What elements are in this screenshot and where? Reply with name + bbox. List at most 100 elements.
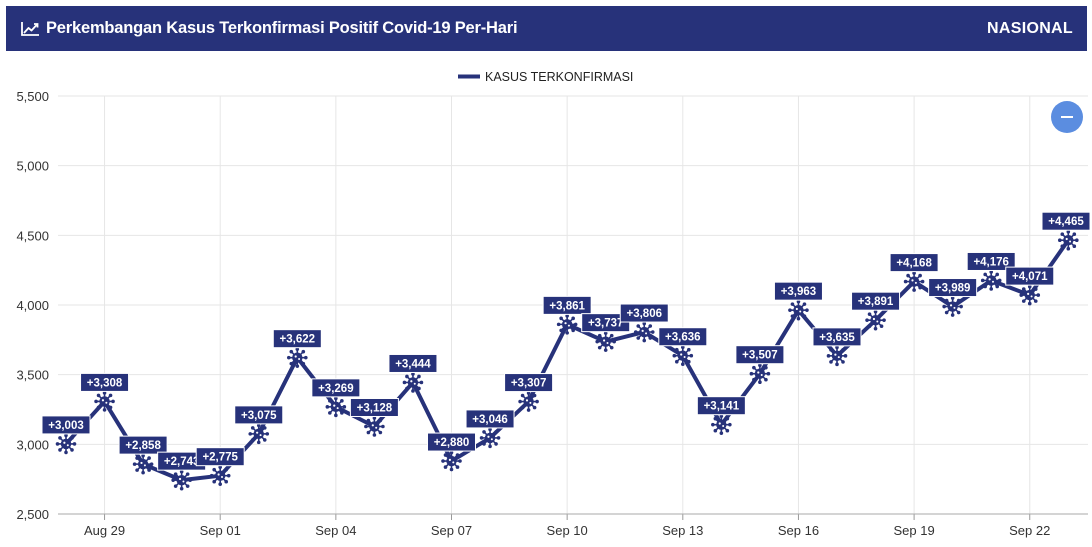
data-label: +3,444: [388, 353, 438, 373]
virus-dot: [294, 355, 297, 358]
virus-dot: [834, 353, 837, 356]
data-label: +3,128: [349, 397, 399, 417]
virus-spike-tip: [532, 405, 537, 410]
virus-spike-tip: [597, 345, 602, 350]
virus-spike-tip: [443, 453, 448, 457]
virus-spike-tip: [334, 396, 338, 401]
virus-spike-tip: [713, 428, 718, 433]
virus-spike-tip: [802, 314, 807, 318]
virus-spike-tip: [135, 456, 139, 460]
data-label-text: +2,880: [434, 437, 470, 449]
data-label: +2,775: [195, 447, 245, 467]
scope-label: NASIONAL: [987, 19, 1073, 37]
data-label-text: +2,743: [164, 456, 200, 468]
virus-spike-tip: [633, 330, 638, 334]
virus-spike-tip: [1027, 301, 1032, 306]
x-tick-label: Sep 04: [315, 523, 356, 538]
virus-body: [677, 350, 688, 361]
data-label: +3,636: [658, 327, 708, 347]
data-label: +4,465: [1041, 211, 1091, 231]
virus-spike-tip: [226, 473, 231, 478]
virus-marker: [364, 416, 385, 437]
virus-spike-tip: [609, 333, 614, 338]
virus-spike-tip: [185, 472, 190, 476]
virus-spike-tip: [995, 272, 1000, 277]
virus-spike-tip: [764, 377, 768, 382]
virus-spike-tip: [1060, 244, 1065, 249]
virus-spike-tip: [256, 440, 261, 445]
virus-dot: [872, 317, 876, 321]
virus-body: [908, 276, 920, 287]
virus-spike-tip: [829, 348, 833, 352]
virus-spike-tip: [70, 436, 74, 440]
virus-marker: [479, 427, 501, 449]
virus-spike-tip: [218, 482, 222, 486]
virus-dot: [911, 279, 914, 282]
data-label: +3,141: [696, 396, 746, 416]
data-label: +3,308: [80, 372, 130, 392]
virus-spike-tip: [835, 362, 839, 367]
virus-spike-tip: [687, 359, 691, 364]
virus-spike-tip: [752, 377, 756, 382]
virus-marker: [942, 296, 963, 317]
virus-body: [369, 421, 380, 432]
virus-spike-tip: [250, 426, 255, 430]
virus-dot: [1069, 240, 1072, 243]
virus-spike-tip: [132, 462, 137, 466]
data-label-box: [658, 327, 708, 347]
virus-spike-tip: [1075, 238, 1079, 243]
x-tick-label: Sep 16: [778, 523, 819, 538]
y-tick-label: 5,000: [16, 159, 49, 174]
virus-body: [870, 314, 881, 326]
virus-spike-tip: [295, 364, 300, 368]
data-label: +3,891: [851, 291, 901, 311]
virus-body: [831, 350, 843, 362]
virus-spike-tip: [995, 284, 1000, 289]
virus-dot: [413, 382, 416, 385]
virus-marker: [788, 299, 809, 321]
virus-marker: [94, 391, 115, 412]
data-label: +2,880: [427, 432, 476, 452]
virus-spike-tip: [1033, 299, 1038, 303]
virus-dot: [1027, 292, 1030, 296]
virus-spike-tip: [342, 405, 347, 409]
virus-spike-tip: [364, 424, 368, 429]
virus-spike-tip: [556, 322, 561, 327]
virus-marker: [865, 309, 886, 331]
data-label-box: [80, 372, 130, 392]
virus-dot: [606, 341, 609, 344]
virus-spike-tip: [597, 333, 602, 338]
data-label: +4,176: [966, 251, 1016, 271]
y-tick-label: 4,500: [16, 228, 49, 243]
virus-marker: [672, 345, 694, 367]
virus-dot: [217, 473, 220, 476]
virus-spike-tip: [209, 473, 214, 478]
virus-spike-tip: [366, 430, 371, 435]
data-label-text: +3,891: [858, 296, 894, 308]
virus-spike-tip: [212, 467, 216, 472]
virus-spike-tip: [980, 278, 985, 283]
virus-spike-tip: [906, 273, 910, 278]
virus-spike-tip: [449, 450, 454, 455]
virus-body: [1063, 235, 1074, 246]
virus-spike-tip: [944, 298, 949, 303]
virus-spike-tip: [906, 285, 910, 290]
virus-dot: [333, 404, 336, 407]
virus-dot: [564, 322, 567, 325]
virus-spike-tip: [72, 442, 77, 446]
virus-spike-tip: [325, 405, 330, 409]
zoom-out-button[interactable]: [1051, 101, 1083, 133]
virus-spike-tip: [147, 456, 151, 460]
virus-spike-tip: [218, 465, 222, 469]
virus-spike-tip: [950, 296, 955, 300]
x-tick-label: Sep 13: [662, 523, 703, 538]
virus-spike-tip: [942, 304, 946, 309]
virus-spike-tip: [719, 414, 724, 418]
virus-spike-tip: [879, 312, 884, 316]
virus-dot: [988, 278, 991, 281]
data-label-text: +3,003: [48, 420, 84, 432]
data-label-box: [928, 278, 978, 298]
data-label-box: [195, 447, 245, 467]
virus-body: [407, 377, 419, 388]
